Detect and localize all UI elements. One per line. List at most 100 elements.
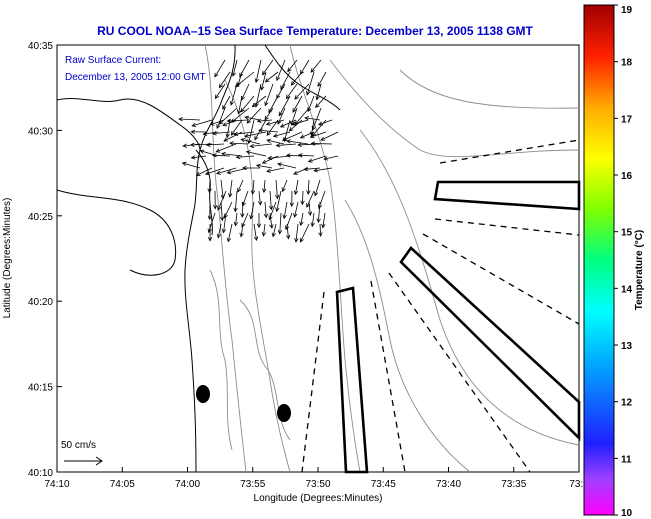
- current-vector: [306, 190, 315, 208]
- scale-arrow: [64, 456, 103, 466]
- contour-line: [224, 79, 291, 473]
- colorbar-tick-label: 15: [621, 228, 633, 239]
- current-vector: [307, 95, 315, 113]
- plot-area: Raw Surface Current: December 13, 2005 1…: [56, 44, 581, 474]
- current-vector: [299, 223, 310, 243]
- colorbar-tick-label: 11: [621, 454, 632, 465]
- track-box-southeast: [399, 246, 581, 442]
- current-vector: [277, 162, 297, 169]
- current-vector: [265, 119, 285, 126]
- current-vector: [318, 223, 323, 237]
- current-vector: [264, 71, 279, 83]
- current-vector: [275, 190, 282, 213]
- current-vector: [315, 95, 327, 108]
- current-vector: [285, 223, 291, 240]
- colorbar-tick-label: 17: [621, 114, 633, 125]
- long-island-shore: [264, 44, 341, 111]
- current-vector: [297, 153, 315, 158]
- current-vector: [276, 59, 286, 82]
- current-vector: [261, 223, 267, 237]
- current-vector: [237, 95, 243, 115]
- y-tick-label: 40:35: [28, 41, 53, 52]
- current-vector: [281, 179, 288, 193]
- current-vector: [207, 179, 212, 194]
- current-note-line2: December 13, 2005 12:00 GMT: [65, 72, 206, 83]
- current-vector: [307, 155, 327, 163]
- current-vector: [291, 119, 309, 126]
- y-tick-label: 40:10: [28, 468, 53, 479]
- current-vector: [300, 190, 305, 206]
- current-vector: [254, 59, 262, 84]
- current-vector: [289, 190, 294, 208]
- current-vector: [202, 131, 219, 136]
- current-vector: [237, 179, 244, 193]
- current-vector: [195, 167, 213, 176]
- current-vector: [306, 179, 311, 195]
- current-vector: [266, 119, 279, 136]
- dashed-track: [439, 139, 580, 164]
- current-vector: [231, 59, 238, 77]
- current-vector: [304, 116, 321, 121]
- current-vector: [293, 201, 299, 218]
- current-vector: [307, 201, 313, 217]
- current-vector: [314, 179, 321, 197]
- dashed-track: [422, 233, 580, 325]
- current-vector: [250, 179, 256, 195]
- dashed-track: [434, 218, 580, 236]
- current-vector: [244, 115, 261, 121]
- current-vector: [213, 190, 218, 210]
- current-vector: [316, 201, 321, 224]
- bathymetry-contours: [204, 44, 580, 473]
- current-vector: [299, 131, 315, 139]
- current-vector: [215, 143, 237, 153]
- surface-current-vectors: [178, 59, 339, 243]
- current-vector: [230, 119, 243, 136]
- current-vector: [268, 190, 274, 211]
- current-vector: [178, 116, 201, 122]
- current-vector: [257, 190, 263, 206]
- x-tick-label: 73:40: [436, 479, 461, 490]
- current-vector: [211, 131, 231, 136]
- current-vector: [266, 167, 285, 173]
- current-vector: [272, 131, 291, 138]
- raritan-bay-shore: [56, 189, 177, 276]
- x-axis-label: Longitude (Degrees:Minutes): [254, 493, 383, 504]
- buoy-marker: [277, 404, 291, 422]
- current-vector: [190, 155, 207, 160]
- current-vector: [323, 155, 339, 161]
- current-vector: [310, 141, 333, 146]
- current-vector: [207, 201, 212, 221]
- current-vector: [317, 119, 333, 126]
- current-vector: [320, 131, 339, 141]
- current-vector: [240, 95, 255, 113]
- y-tick-label: 40:25: [28, 212, 53, 223]
- current-vector: [315, 83, 322, 101]
- y-tick-label: 40:15: [28, 383, 53, 394]
- current-vector: [271, 223, 277, 238]
- y-tick-label: 40:20: [28, 297, 53, 308]
- current-vector: [219, 201, 225, 222]
- current-vector: [221, 212, 227, 234]
- plot-frame: [56, 44, 580, 473]
- current-vector: [261, 59, 274, 76]
- scale-label: 50 cm/s: [61, 440, 96, 451]
- current-vector: [294, 83, 310, 100]
- current-vector: [253, 223, 259, 242]
- current-vector: [235, 154, 255, 160]
- contour-line: [359, 129, 580, 446]
- current-vector: [190, 129, 207, 134]
- colorbar-tick-label: 12: [621, 398, 633, 409]
- current-vector: [233, 212, 239, 227]
- current-vector: [269, 212, 274, 229]
- current-vector: [181, 161, 201, 169]
- current-vector: [205, 142, 225, 147]
- current-vector: [321, 212, 326, 229]
- current-vector: [240, 201, 245, 218]
- current-vector: [240, 138, 261, 145]
- current-vector: [256, 118, 273, 124]
- colorbar-tick-label: 14: [621, 284, 633, 295]
- current-vector: [212, 153, 231, 158]
- current-vector: [264, 107, 274, 121]
- current-vector: [277, 212, 283, 235]
